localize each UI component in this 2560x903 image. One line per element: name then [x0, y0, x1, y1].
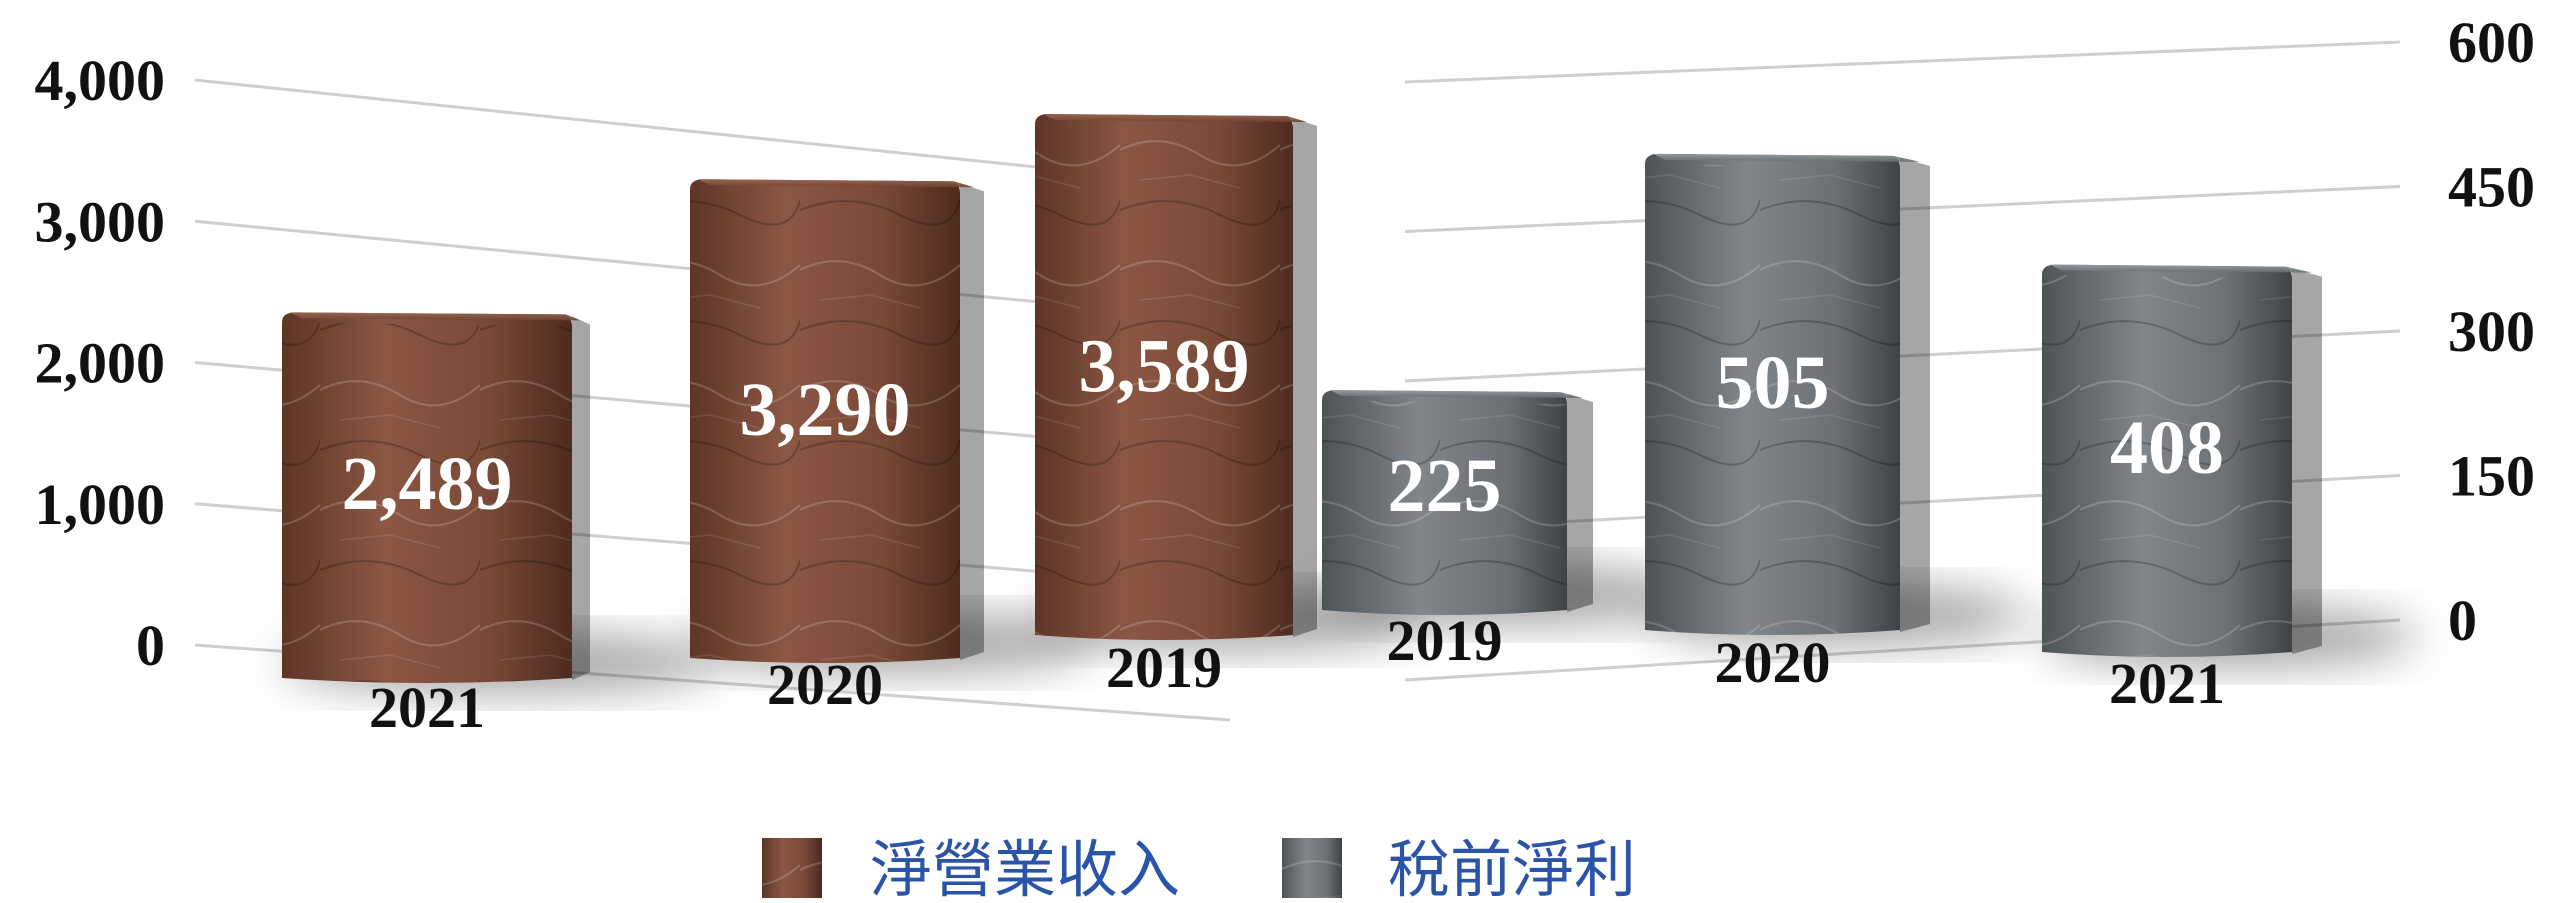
legend-label-revenue: 淨營業收入 — [870, 833, 1180, 903]
right-gridline — [1404, 40, 2401, 84]
bar-top — [1653, 153, 1920, 162]
bar-texture — [1035, 124, 1293, 640]
axis-ticks: 0 1,000 2,000 3,000 4,000 0 150 300 450 600 — [35, 10, 2536, 678]
category-label: 2019 — [1106, 635, 1222, 700]
bar-top — [1043, 114, 1307, 123]
bar-side — [1567, 394, 1593, 612]
category-label: 2020 — [767, 652, 883, 717]
bar-texture — [1645, 163, 1900, 636]
bar-side — [1293, 118, 1317, 637]
bar-revenue: 2,489 — [282, 312, 590, 683]
legend-item-revenue: 淨營業收入 — [762, 833, 1180, 903]
bar-revenue: 3,589 — [1035, 114, 1317, 640]
bar-top — [2050, 264, 2312, 273]
left-tick-label: 1,000 — [35, 472, 166, 537]
right-tick-label: 150 — [2448, 444, 2535, 509]
value-label: 3,589 — [1079, 325, 1250, 409]
value-label: 3,290 — [740, 368, 911, 452]
left-tick-label: 2,000 — [35, 331, 166, 396]
bar-side — [2292, 268, 2322, 654]
bar-pretax-profit: 408 — [2042, 264, 2322, 657]
left-tick-label: 3,000 — [35, 189, 166, 254]
left-tick-label: 4,000 — [35, 48, 166, 113]
bar-side — [572, 316, 590, 680]
right-tick-label: 450 — [2448, 155, 2535, 220]
right-tick-label: 0 — [2448, 588, 2477, 653]
right-tick-label: 600 — [2448, 10, 2535, 75]
bar-side — [1900, 157, 1930, 633]
legend-item-pretax-profit: 稅前淨利 — [1282, 833, 1636, 903]
value-label: 2,489 — [342, 442, 513, 526]
bar-texture — [2042, 274, 2292, 657]
bar-top — [698, 179, 974, 188]
bar-pretax-profit: 225 — [1322, 390, 1593, 615]
left-tick-label: 0 — [136, 613, 165, 678]
bar-pretax-profit: 505 — [1645, 153, 1930, 636]
value-label: 505 — [1716, 341, 1830, 425]
bar-side — [960, 183, 984, 660]
category-labels: 2021 2020 2019 2019 2020 2021 — [369, 608, 2225, 740]
bar-texture — [282, 322, 572, 683]
bars: 2,489 3,290 3,589 225 505 408 — [282, 114, 2322, 683]
category-label: 2019 — [1387, 608, 1503, 673]
bar-texture — [1322, 400, 1567, 615]
legend: 淨營業收入 稅前淨利 — [762, 833, 1636, 903]
value-label: 408 — [2110, 406, 2224, 490]
category-label: 2021 — [2109, 651, 2225, 716]
right-tick-label: 300 — [2448, 299, 2535, 364]
category-label: 2021 — [369, 675, 485, 740]
right-gridline — [1404, 185, 2401, 233]
bar-revenue: 3,290 — [690, 179, 984, 663]
bar-top — [1330, 390, 1583, 399]
category-label: 2020 — [1715, 630, 1831, 695]
bar-texture — [690, 189, 960, 663]
value-label: 225 — [1388, 444, 1502, 528]
bar-top — [290, 312, 580, 321]
legend-label-pretax-profit: 稅前淨利 — [1388, 833, 1636, 903]
